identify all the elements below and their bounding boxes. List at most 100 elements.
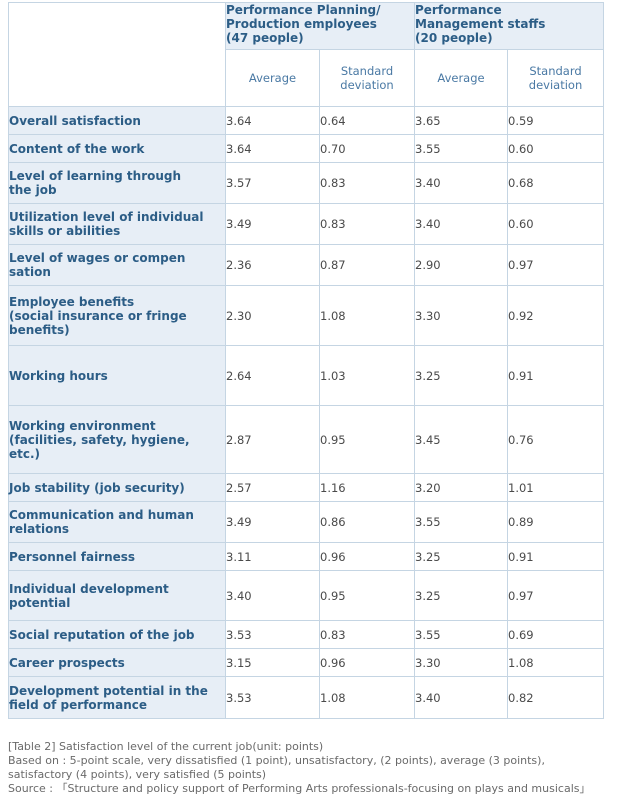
planning-std-dev-cell: 1.03 (319, 345, 415, 406)
planning-average-cell: 3.11 (225, 542, 320, 571)
management-std-dev-cell: 1.08 (506, 648, 605, 677)
table-row: Working hours 2.64 1.03 3.25 0.91 (8, 345, 605, 406)
planning-std-dev-cell: 0.86 (319, 501, 415, 543)
row-label: Level of wages or compen sation (8, 244, 226, 286)
management-std-dev-cell: 0.69 (506, 620, 605, 649)
management-std-dev-cell: 0.68 (506, 162, 605, 204)
planning-average-cell: 3.57 (225, 162, 320, 204)
planning-average-cell: 2.57 (225, 473, 320, 502)
management-std-dev-cell: 0.89 (506, 501, 605, 543)
management-std-dev-cell: 0.97 (506, 244, 605, 286)
group-header-planning: Performance Planning/ Production employe… (225, 2, 415, 50)
planning-average-cell: 2.30 (225, 285, 320, 346)
subheader-std-dev: Standard deviation (319, 49, 415, 107)
planning-std-dev-cell: 0.64 (319, 106, 415, 135)
scale-note: satisfactory (4 points), very satisfied … (8, 768, 267, 781)
planning-std-dev-cell: 0.96 (319, 542, 415, 571)
management-std-dev-cell: 0.76 (506, 405, 605, 474)
planning-std-dev-cell: 1.08 (319, 285, 415, 346)
row-label: Content of the work (8, 134, 226, 163)
management-average-cell: 3.25 (414, 345, 508, 406)
table-row: Job stability (job security) 2.57 1.16 3.20… (8, 473, 605, 502)
planning-average-cell: 3.40 (225, 570, 320, 621)
planning-average-cell: 3.64 (225, 134, 320, 163)
row-label: Level of learning through the job (8, 162, 226, 204)
subheader-average: Average (414, 49, 508, 107)
planning-average-cell: 3.64 (225, 106, 320, 135)
management-std-dev-cell: 0.91 (506, 542, 605, 571)
subheader-std-dev: Standard deviation (506, 49, 605, 107)
table-row: Level of wages or compen sation 2.36 0.87 2… (8, 244, 605, 286)
planning-std-dev-cell: 0.96 (319, 648, 415, 677)
table-row: Utilization level of individual skills o… (8, 203, 605, 245)
planning-average-cell: 3.49 (225, 203, 320, 245)
table-row: Overall satisfaction 3.64 0.64 3.65 0.59 (8, 106, 605, 135)
management-average-cell: 3.30 (414, 648, 508, 677)
management-average-cell: 3.55 (414, 620, 508, 649)
planning-average-cell: 2.64 (225, 345, 320, 406)
management-std-dev-cell: 0.82 (506, 676, 605, 719)
row-label: Employee benefits (social insurance or f… (8, 285, 226, 346)
management-std-dev-cell: 1.01 (506, 473, 605, 502)
planning-std-dev-cell: 0.95 (319, 405, 415, 474)
row-label: Social reputation of the job (8, 620, 226, 649)
group-header-row: Performance Planning/ Production employe… (8, 2, 605, 107)
management-average-cell: 3.40 (414, 676, 508, 719)
management-average-cell: 2.90 (414, 244, 508, 286)
row-label: Overall satisfaction (8, 106, 226, 135)
management-average-cell: 3.45 (414, 405, 508, 474)
planning-average-cell: 2.87 (225, 405, 320, 474)
table-row: Social reputation of the job 3.53 0.83 3.55… (8, 620, 605, 649)
scale-note: Based on : 5-point scale, very dissatisf… (8, 754, 545, 767)
row-label: Individual development potential (8, 570, 226, 621)
planning-std-dev-cell: 0.83 (319, 620, 415, 649)
planning-std-dev-cell: 0.70 (319, 134, 415, 163)
row-label: Working hours (8, 345, 226, 406)
table-row: Working environment (facilities, safety,… (8, 405, 605, 474)
table-row: Career prospects 3.15 0.96 3.30 1.08 (8, 648, 605, 677)
row-label: Utilization level of individual skills o… (8, 203, 226, 245)
management-average-cell: 3.55 (414, 501, 508, 543)
table-row: Level of learning through the job 3.57 0.8… (8, 162, 605, 204)
table-row: Employee benefits (social insurance or f… (8, 285, 605, 346)
table-body: Overall satisfaction 3.64 0.64 3.65 0.59 Cont… (8, 106, 605, 719)
row-label: Development potential in the field of pe… (8, 676, 226, 719)
management-average-cell: 3.30 (414, 285, 508, 346)
table-row: Development potential in the field of pe… (8, 676, 605, 719)
management-std-dev-cell: 0.92 (506, 285, 605, 346)
group-header-planning-label: Performance Planning/ Production employe… (226, 3, 381, 45)
management-std-dev-cell: 0.91 (506, 345, 605, 406)
table-row: Individual development potential 3.40 0.95… (8, 570, 605, 621)
table-row: Communication and human relations 3.49 0.8… (8, 501, 605, 543)
management-average-cell: 3.40 (414, 162, 508, 204)
management-average-cell: 3.20 (414, 473, 508, 502)
management-std-dev-cell: 0.59 (506, 106, 605, 135)
table-footer: [Table 2] Satisfaction level of the curr… (8, 740, 613, 796)
management-average-cell: 3.55 (414, 134, 508, 163)
row-label: Working environment (facilities, safety,… (8, 405, 226, 474)
table-caption: [Table 2] Satisfaction level of the curr… (8, 740, 324, 753)
planning-std-dev-cell: 0.83 (319, 162, 415, 204)
row-label: Communication and human relations (8, 501, 226, 543)
corner-cell (8, 2, 226, 107)
management-average-cell: 3.25 (414, 570, 508, 621)
management-average-cell: 3.40 (414, 203, 508, 245)
planning-average-cell: 2.36 (225, 244, 320, 286)
satisfaction-table: Performance Planning/ Production employe… (8, 2, 605, 719)
group-header-management: Performance Management staffs (20 people… (413, 2, 605, 50)
planning-std-dev-cell: 1.16 (319, 473, 415, 502)
row-label: Personnel fairness (8, 542, 226, 571)
planning-average-cell: 3.53 (225, 676, 320, 719)
planning-std-dev-cell: 1.08 (319, 676, 415, 719)
subheader-average: Average (225, 49, 320, 107)
row-label: Career prospects (8, 648, 226, 677)
source-note: Source : 「Structure and policy support o… (8, 782, 591, 795)
planning-std-dev-cell: 0.95 (319, 570, 415, 621)
management-average-cell: 3.65 (414, 106, 508, 135)
table-row: Personnel fairness 3.11 0.96 3.25 0.91 (8, 542, 605, 571)
planning-std-dev-cell: 0.87 (319, 244, 415, 286)
subheader-row: Average Standard deviation Average Stand… (9, 49, 605, 107)
planning-average-cell: 3.49 (225, 501, 320, 543)
planning-average-cell: 3.53 (225, 620, 320, 649)
planning-std-dev-cell: 0.83 (319, 203, 415, 245)
